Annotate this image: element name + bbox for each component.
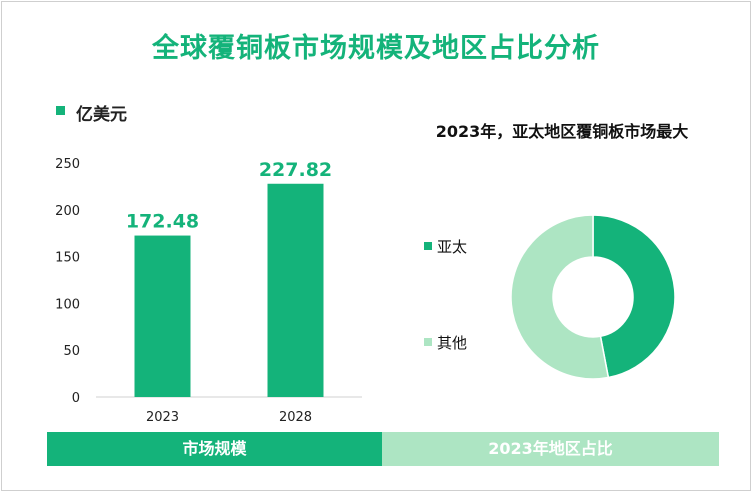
legend-label: 其他 [437,334,468,352]
bar-data-label: 172.48 [126,211,199,233]
legend-swatch [424,242,432,250]
donut-slice [592,214,676,379]
y-tick-label: 150 [55,251,80,266]
bar [134,235,191,397]
pie-marks [510,214,676,380]
legend-swatch [424,338,432,346]
legend-item-asia-pacific: 亚太 [424,236,467,257]
unit-label: 亿美元 [76,105,127,125]
donut-slice [510,214,610,380]
y-tick-label: 100 [55,297,80,312]
page-title: 全球覆铜板市场规模及地区占比分析 [152,33,600,64]
unit-legend-swatch [56,106,65,115]
footer-region-share: 2023年地区占比 [382,432,719,466]
y-tick-label: 200 [55,204,80,219]
legend-item-other: 其他 [424,332,467,353]
y-tick-label: 0 [72,391,80,406]
bar-axis: 0 50 100 150 200 250 [55,157,362,406]
legend-label: 亚太 [437,238,468,256]
bar [267,183,324,397]
bar-marks: 172.48 2023 227.82 2028 [126,159,332,425]
x-tick-label: 2028 [279,410,312,425]
bar-data-label: 227.82 [259,159,332,181]
pie-chart-title: 2023年，亚太地区覆铜板市场最大 [435,122,689,141]
y-tick-label: 50 [63,344,80,359]
footer-market-size: 市场规模 [47,432,382,466]
y-tick-label: 250 [55,157,80,172]
x-tick-label: 2023 [146,410,179,425]
